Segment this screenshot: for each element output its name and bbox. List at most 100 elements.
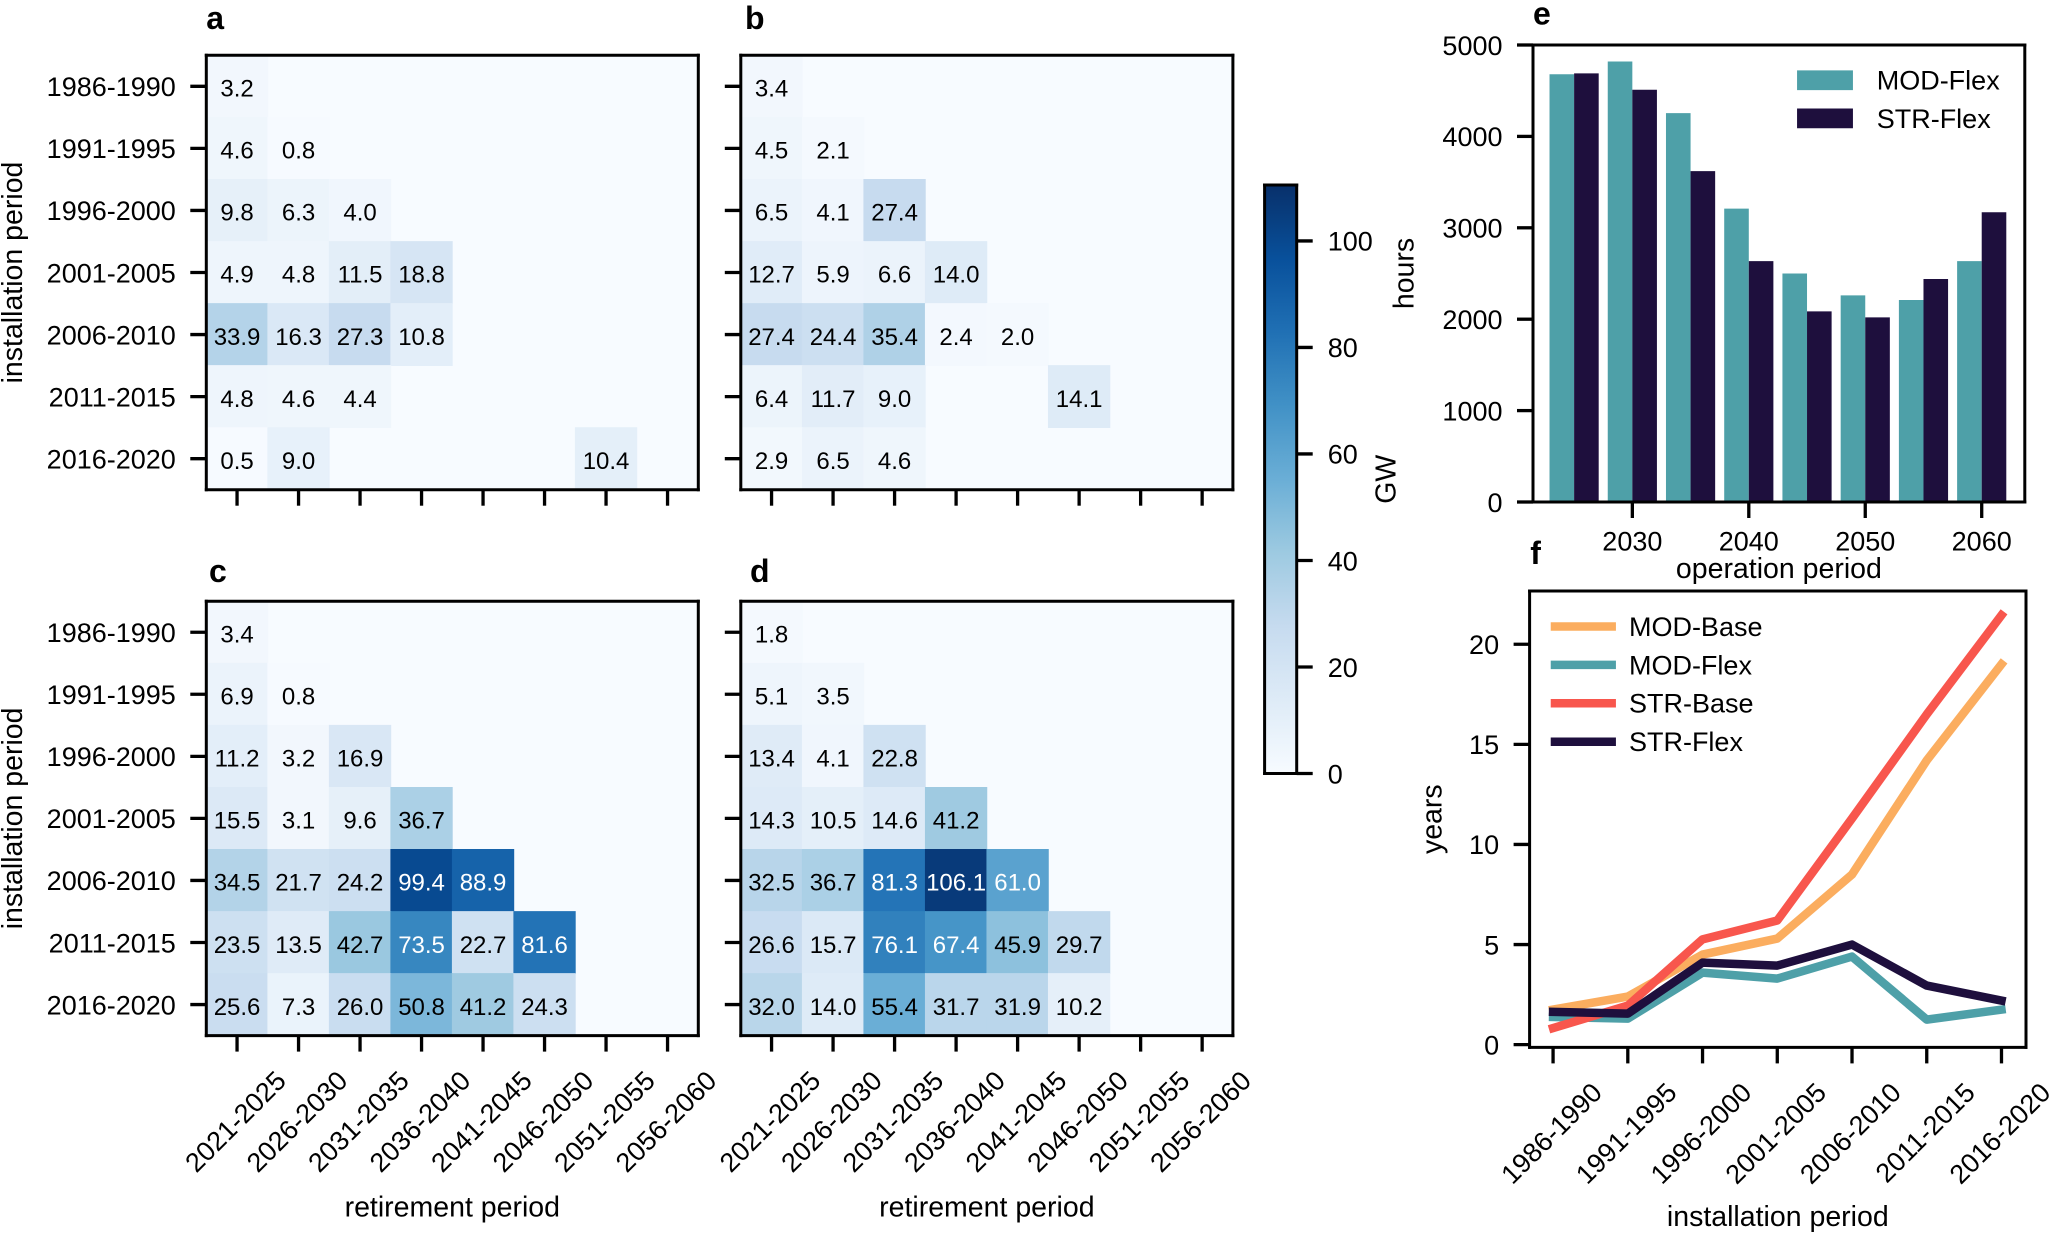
svg-text:15.7: 15.7 — [810, 932, 857, 959]
svg-text:2050: 2050 — [1835, 527, 1895, 557]
svg-text:13.4: 13.4 — [748, 746, 795, 773]
svg-text:27.4: 27.4 — [871, 200, 918, 227]
svg-text:2001-2005: 2001-2005 — [47, 258, 176, 288]
svg-text:2001-2005: 2001-2005 — [47, 804, 176, 834]
svg-text:0: 0 — [1487, 488, 1502, 518]
svg-text:23.5: 23.5 — [214, 932, 261, 959]
svg-text:24.2: 24.2 — [337, 870, 384, 897]
svg-text:22.7: 22.7 — [460, 932, 507, 959]
svg-text:10.8: 10.8 — [398, 324, 445, 351]
svg-text:5: 5 — [1484, 930, 1499, 960]
svg-text:b: b — [745, 0, 765, 36]
svg-text:0.5: 0.5 — [220, 448, 253, 475]
svg-text:MOD-Flex: MOD-Flex — [1629, 650, 1752, 680]
svg-text:2.0: 2.0 — [1001, 324, 1034, 351]
svg-text:installation period: installation period — [0, 707, 29, 929]
svg-text:7.3: 7.3 — [282, 994, 315, 1021]
svg-text:GW: GW — [1370, 455, 1402, 504]
svg-text:41.2: 41.2 — [933, 808, 980, 835]
svg-text:20: 20 — [1469, 630, 1499, 660]
svg-text:MOD-Base: MOD-Base — [1629, 612, 1763, 642]
svg-text:2011-2015: 2011-2015 — [49, 928, 176, 958]
svg-text:14.0: 14.0 — [933, 262, 980, 289]
svg-text:12.7: 12.7 — [748, 262, 795, 289]
svg-text:STR-Flex: STR-Flex — [1877, 104, 1991, 134]
svg-text:1.8: 1.8 — [755, 621, 788, 648]
svg-text:14.6: 14.6 — [871, 808, 918, 835]
svg-text:3.4: 3.4 — [220, 621, 253, 648]
svg-text:a: a — [206, 0, 224, 36]
svg-text:2030: 2030 — [1602, 527, 1662, 557]
svg-text:26.6: 26.6 — [748, 932, 795, 959]
svg-text:73.5: 73.5 — [398, 932, 445, 959]
svg-text:0.8: 0.8 — [282, 138, 315, 165]
svg-text:31.7: 31.7 — [933, 994, 980, 1021]
svg-text:0: 0 — [1484, 1030, 1499, 1060]
svg-text:67.4: 67.4 — [933, 932, 980, 959]
svg-text:2.1: 2.1 — [816, 138, 849, 165]
svg-text:27.3: 27.3 — [337, 324, 384, 351]
svg-text:2040: 2040 — [1719, 527, 1779, 557]
svg-text:4000: 4000 — [1442, 122, 1502, 152]
svg-text:2.4: 2.4 — [939, 324, 972, 351]
svg-text:2016-2020: 2016-2020 — [47, 990, 176, 1020]
svg-text:6.9: 6.9 — [220, 684, 253, 711]
svg-text:f: f — [1530, 535, 1541, 571]
svg-text:4.9: 4.9 — [220, 262, 253, 289]
svg-text:11.5: 11.5 — [338, 262, 383, 289]
svg-text:9.0: 9.0 — [878, 386, 911, 413]
svg-text:27.4: 27.4 — [748, 324, 795, 351]
svg-text:hours: hours — [1389, 238, 1421, 309]
svg-text:0.8: 0.8 — [282, 684, 315, 711]
svg-text:MOD-Flex: MOD-Flex — [1877, 66, 2000, 96]
svg-text:18.8: 18.8 — [398, 262, 445, 289]
svg-text:3.2: 3.2 — [220, 76, 253, 103]
svg-text:4.4: 4.4 — [343, 386, 376, 413]
svg-text:32.0: 32.0 — [748, 994, 795, 1021]
svg-text:1991-1995: 1991-1995 — [47, 134, 176, 164]
svg-text:years: years — [1417, 784, 1449, 854]
svg-text:5000: 5000 — [1442, 31, 1502, 61]
svg-text:26.0: 26.0 — [337, 994, 384, 1021]
svg-text:STR-Base: STR-Base — [1629, 689, 1754, 719]
svg-text:76.1: 76.1 — [871, 932, 918, 959]
svg-text:6.3: 6.3 — [282, 200, 315, 227]
svg-text:50.8: 50.8 — [398, 994, 445, 1021]
svg-text:31.9: 31.9 — [994, 994, 1041, 1021]
svg-text:88.9: 88.9 — [460, 870, 507, 897]
svg-text:99.4: 99.4 — [398, 870, 445, 897]
svg-text:14.0: 14.0 — [810, 994, 857, 1021]
svg-text:13.5: 13.5 — [275, 932, 322, 959]
svg-text:1996-2000: 1996-2000 — [47, 742, 176, 772]
svg-text:1986-1990: 1986-1990 — [47, 72, 176, 102]
svg-text:29.7: 29.7 — [1056, 932, 1103, 959]
svg-text:100: 100 — [1328, 227, 1373, 257]
svg-text:0: 0 — [1328, 759, 1343, 789]
svg-text:16.9: 16.9 — [337, 746, 384, 773]
svg-text:10.2: 10.2 — [1056, 994, 1103, 1021]
svg-text:10.4: 10.4 — [583, 448, 630, 475]
svg-text:20: 20 — [1328, 653, 1358, 683]
svg-text:106.1: 106.1 — [926, 870, 986, 897]
svg-text:2011-2015: 2011-2015 — [49, 382, 176, 412]
svg-text:3.2: 3.2 — [282, 746, 315, 773]
svg-text:24.3: 24.3 — [521, 994, 568, 1021]
svg-text:4.1: 4.1 — [816, 746, 849, 773]
svg-text:4.6: 4.6 — [282, 386, 315, 413]
svg-text:81.3: 81.3 — [871, 870, 918, 897]
svg-text:4.5: 4.5 — [755, 138, 788, 165]
svg-text:9.8: 9.8 — [220, 200, 253, 227]
svg-text:60: 60 — [1328, 440, 1358, 470]
svg-text:10: 10 — [1469, 830, 1499, 860]
svg-text:25.6: 25.6 — [214, 994, 261, 1021]
svg-text:2016-2020: 2016-2020 — [47, 444, 176, 474]
svg-text:34.5: 34.5 — [214, 870, 261, 897]
svg-text:retirement period: retirement period — [345, 1191, 560, 1223]
svg-text:5.1: 5.1 — [755, 684, 788, 711]
svg-text:6.6: 6.6 — [878, 262, 911, 289]
svg-text:42.7: 42.7 — [337, 932, 384, 959]
svg-text:4.0: 4.0 — [343, 200, 376, 227]
svg-text:45.9: 45.9 — [994, 932, 1041, 959]
svg-text:1986-1990: 1986-1990 — [47, 618, 176, 648]
svg-text:15: 15 — [1469, 730, 1499, 760]
